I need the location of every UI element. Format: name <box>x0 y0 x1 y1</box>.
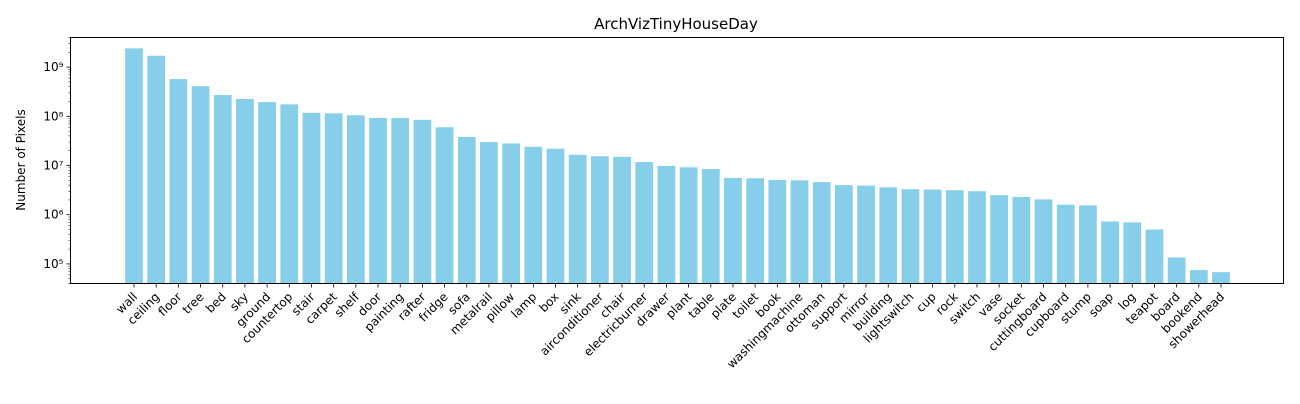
bar-ground <box>258 102 276 284</box>
bars-group <box>125 48 1230 284</box>
bar-toilet <box>746 178 765 284</box>
bar-plate <box>724 177 742 284</box>
bar-pillow <box>502 143 520 284</box>
y-tick-label: 10⁵ <box>43 257 63 271</box>
bar-soap <box>1101 221 1119 284</box>
y-tick-label: 10⁹ <box>43 60 63 74</box>
bar-shelf <box>346 115 365 284</box>
bar-sink <box>568 154 587 284</box>
bar-rafter <box>413 119 432 284</box>
plot-frame <box>70 37 1284 284</box>
bar-stump <box>1079 205 1097 284</box>
bar-lightswitch <box>901 189 920 284</box>
bar-building <box>879 187 898 284</box>
bar-cuttingboard <box>1034 199 1053 284</box>
bar-board <box>1167 257 1186 284</box>
bar-countertop <box>280 104 299 284</box>
bar-table <box>701 168 720 284</box>
bar-wall <box>125 48 143 284</box>
x-tick-label: tree <box>180 290 207 317</box>
bar-vase <box>990 195 1009 284</box>
x-ticks-group: wallceilingfloortreebedskygroundcountert… <box>113 283 1227 371</box>
bar-plant <box>679 167 698 284</box>
bar-floor <box>169 79 188 284</box>
y-tick-label: 10⁶ <box>43 208 63 222</box>
x-tick-label: shelf <box>332 289 363 320</box>
x-tick-label: floor <box>155 290 184 319</box>
bar-airconditioner <box>590 156 609 284</box>
y-tick-label: 10⁷ <box>43 159 63 173</box>
bar-sofa <box>457 137 476 284</box>
bar-bookend <box>1189 270 1208 284</box>
x-tick-label: bed <box>203 290 229 316</box>
bar-carpet <box>324 113 343 284</box>
bar-ottoman <box>812 182 831 284</box>
bar-door <box>369 117 387 284</box>
bar-chair <box>613 156 631 284</box>
y-axis-label: Number of Pixels <box>14 109 28 210</box>
bar-log <box>1123 222 1142 284</box>
bar-fridge <box>435 127 454 284</box>
bar-ceiling <box>147 55 166 284</box>
bar-book <box>768 179 787 284</box>
bar-bed <box>213 95 232 284</box>
bar-cupboard <box>1056 204 1075 284</box>
bar-electricburner <box>635 161 654 284</box>
bar-support <box>835 185 853 284</box>
bar-switch <box>968 191 986 284</box>
chart-title: ArchVizTinyHouseDay <box>594 15 758 33</box>
bar-lamp <box>524 146 543 284</box>
bar-teapot <box>1145 229 1164 284</box>
bar-drawer <box>657 165 676 284</box>
bar-box <box>546 148 565 284</box>
bar-cup <box>923 189 942 284</box>
bar-painting <box>391 118 410 284</box>
bar-showerhead <box>1212 272 1230 284</box>
bar-sky <box>236 98 254 284</box>
y-ticks-group: 10⁵ 10⁶ 10⁷ 10⁸ 10⁹ <box>43 37 71 284</box>
bar-washingmachine <box>790 180 809 284</box>
y-tick-label: 10⁸ <box>43 109 63 123</box>
bar-metalrail <box>480 142 498 284</box>
bar-stair <box>302 112 321 284</box>
bar-socket <box>1012 196 1031 284</box>
bar-rock <box>945 190 964 284</box>
x-tick-label: lamp <box>508 290 539 321</box>
bar-mirror <box>857 185 875 284</box>
x-tick-label: cup <box>913 290 938 315</box>
x-tick-label: box <box>536 290 561 315</box>
bar-tree <box>191 86 210 284</box>
x-tick-label: soap <box>1086 290 1116 320</box>
